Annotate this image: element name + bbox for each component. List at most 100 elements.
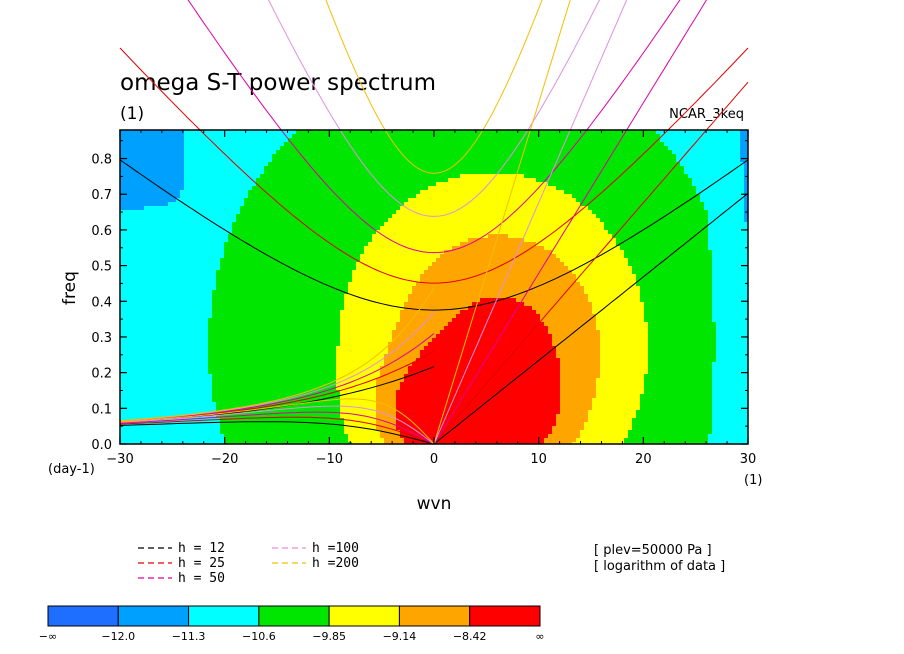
contour-cell (200, 206, 205, 211)
contour-cell (488, 206, 493, 211)
contour-cell (384, 194, 389, 199)
contour-cell (132, 162, 137, 167)
contour-cell (412, 146, 417, 151)
contour-cell (580, 250, 585, 255)
contour-cell (232, 170, 237, 175)
contour-cell (152, 154, 157, 159)
contour-cell (700, 178, 705, 183)
contour-cell (640, 226, 645, 231)
contour-cell (540, 206, 545, 211)
contour-cell (368, 190, 373, 195)
contour-cell (332, 210, 337, 215)
contour-cell (412, 166, 417, 171)
contour-cell (244, 186, 249, 191)
contour-cell (364, 210, 369, 215)
contour-cell (560, 198, 565, 203)
contour-cell (744, 198, 748, 203)
contour-cell (596, 210, 601, 215)
contour-cell (536, 250, 541, 255)
contour-cell (352, 158, 357, 163)
contour-cell (204, 138, 209, 143)
contour-cell (668, 202, 673, 207)
contour-cell (140, 162, 145, 167)
contour-cell (672, 150, 677, 155)
contour-cell (608, 230, 613, 235)
contour-cell (404, 246, 409, 251)
contour-cell (612, 202, 617, 207)
contour-cell (344, 230, 349, 235)
contour-cell (432, 218, 437, 223)
contour-cell (348, 198, 353, 203)
contour-cell (580, 162, 585, 167)
contour-cell (596, 226, 601, 231)
contour-cell (692, 174, 697, 179)
contour-cell (648, 158, 653, 163)
contour-cell (728, 130, 733, 135)
contour-cell (440, 130, 445, 135)
contour-cell (376, 210, 381, 215)
contour-cell (360, 138, 365, 143)
contour-cell (472, 214, 477, 219)
contour-cell (120, 166, 125, 171)
contour-cell (236, 214, 241, 219)
contour-cell (716, 234, 721, 239)
contour-cell (392, 202, 397, 207)
contour-cell (512, 242, 517, 247)
contour-cell (688, 210, 693, 215)
contour-cell (232, 186, 237, 191)
contour-cell (308, 170, 313, 175)
contour-cell (696, 234, 701, 239)
contour-cell (604, 150, 609, 155)
contour-cell (516, 218, 521, 223)
contour-cell (432, 226, 437, 231)
contour-cell (608, 246, 613, 251)
contour-cell (440, 210, 445, 215)
contour-cell (580, 142, 585, 147)
contour-cell (460, 198, 465, 203)
contour-cell (352, 130, 357, 135)
contour-cell (224, 226, 229, 231)
contour-cell (624, 218, 629, 223)
contour-cell (740, 226, 745, 231)
contour-cell (180, 146, 185, 151)
contour-cell (392, 230, 397, 235)
contour-cell (420, 150, 425, 155)
contour-cell (380, 158, 385, 163)
contour-cell (368, 166, 373, 171)
contour-cell (244, 214, 249, 219)
contour-cell (508, 142, 513, 147)
contour-cell (132, 190, 137, 195)
contour-cell (496, 246, 501, 251)
contour-cell (544, 142, 549, 147)
contour-cell (180, 218, 185, 223)
contour-cell (164, 134, 169, 139)
contour-cell (604, 142, 609, 147)
contour-cell (336, 234, 341, 239)
contour-cell (476, 194, 481, 199)
contour-cell (660, 166, 665, 171)
contour-cell (372, 134, 377, 139)
contour-cell (664, 246, 669, 251)
contour-cell (556, 250, 561, 255)
contour-cell (544, 166, 549, 171)
contour-cell (620, 170, 625, 175)
contour-cell (604, 182, 609, 187)
contour-cell (184, 166, 189, 171)
contour-cell (408, 170, 413, 175)
contour-cell (468, 130, 473, 135)
contour-cell (292, 154, 297, 159)
contour-cell (132, 214, 137, 219)
contour-cell (288, 134, 293, 139)
contour-cell (204, 218, 209, 223)
contour-cell (552, 134, 557, 139)
contour-cell (472, 198, 477, 203)
contour-cell (264, 170, 269, 175)
contour-cell (360, 182, 365, 187)
contour-cell (168, 158, 173, 163)
contour-cell (568, 166, 573, 171)
contour-cell (552, 254, 557, 259)
contour-cell (168, 254, 173, 259)
contour-cell (308, 134, 313, 139)
contour-cell (724, 202, 729, 207)
contour-cell (584, 222, 589, 227)
